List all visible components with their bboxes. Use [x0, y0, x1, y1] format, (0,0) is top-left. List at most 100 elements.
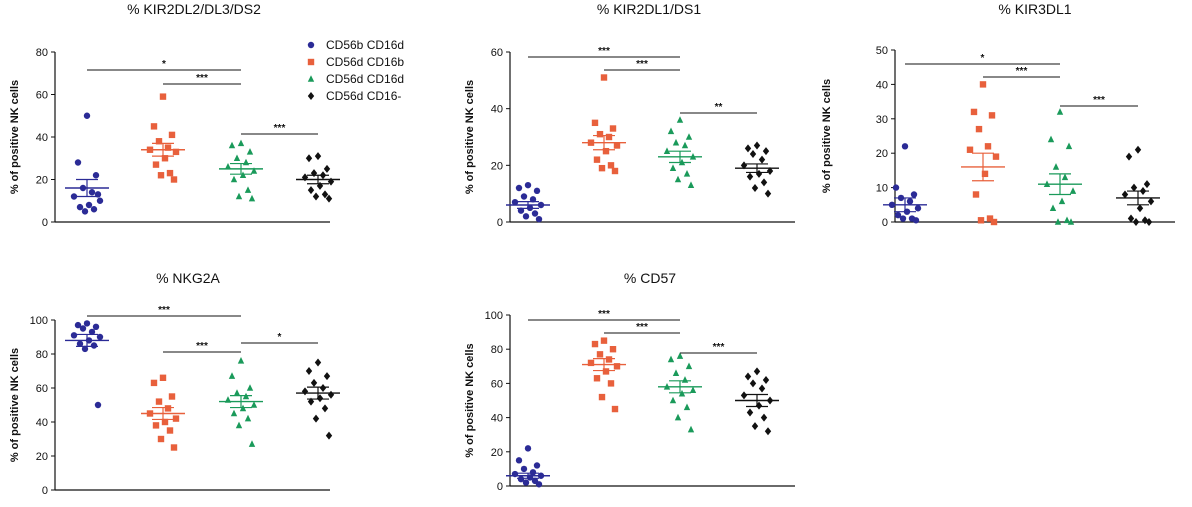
- group-cd56d-cd16d: [658, 116, 702, 188]
- y-axis-label: % of positive NK cells: [464, 80, 476, 194]
- data-point: [325, 431, 333, 440]
- data-point: [76, 203, 84, 211]
- data-point: [888, 201, 896, 208]
- data-point: [892, 184, 900, 191]
- data-point: [593, 156, 601, 163]
- data-point: [533, 462, 541, 469]
- significance-label: ***: [1016, 66, 1028, 77]
- data-point: [170, 444, 178, 451]
- data-point: [517, 207, 525, 214]
- data-point: [740, 161, 748, 170]
- data-point: [685, 133, 693, 140]
- data-point: [899, 215, 907, 222]
- data-point: [1047, 135, 1055, 143]
- data-point: [674, 413, 682, 421]
- data-point: [323, 372, 331, 381]
- data-point: [613, 363, 621, 370]
- data-point: [744, 372, 752, 381]
- data-point: [526, 474, 534, 481]
- data-point: [310, 169, 318, 178]
- data-point: [1054, 218, 1062, 225]
- data-point: [1067, 218, 1075, 225]
- legend-entry: CD56d CD16d: [326, 72, 404, 86]
- data-point: [94, 191, 102, 198]
- data-point: [301, 387, 309, 396]
- data-point: [92, 323, 100, 330]
- data-point: [166, 427, 174, 434]
- group-cd56d-cd16-: [735, 141, 779, 198]
- y-tick-label: 0: [42, 485, 48, 497]
- group-cd56b-cd16d: [65, 320, 109, 409]
- data-point: [689, 386, 697, 394]
- data-point: [172, 148, 180, 156]
- group-cd56d-cd16-: [296, 358, 340, 440]
- data-point: [602, 147, 610, 155]
- y-tick-label: 60: [491, 47, 503, 59]
- data-point: [164, 144, 172, 151]
- data-point: [667, 127, 675, 135]
- significance-label: ***: [713, 342, 725, 353]
- legend-marker: [307, 92, 315, 100]
- data-point: [758, 384, 766, 393]
- data-point: [325, 194, 333, 203]
- data-point: [537, 472, 545, 479]
- significance-label: ***: [196, 341, 208, 352]
- y-tick-label: 30: [876, 114, 888, 126]
- data-point: [152, 161, 160, 168]
- data-point: [676, 352, 684, 359]
- data-point: [605, 133, 613, 141]
- panel-title: % KIR2DL2/DL3/DS2: [127, 1, 261, 17]
- data-point: [312, 414, 320, 423]
- data-point: [681, 141, 689, 149]
- data-point: [755, 401, 763, 410]
- data-point: [244, 414, 252, 422]
- group-cd56d-cd16b: [141, 93, 185, 183]
- data-point: [598, 164, 606, 172]
- group-cd56d-cd16d: [1038, 108, 1082, 225]
- data-point: [587, 359, 595, 367]
- y-tick-label: 20: [491, 447, 503, 459]
- data-point: [161, 155, 169, 162]
- data-point: [235, 421, 243, 429]
- group-cd56d-cd16b: [961, 81, 1005, 226]
- data-point: [990, 218, 998, 226]
- data-point: [758, 155, 766, 164]
- y-tick-label: 20: [36, 175, 48, 187]
- data-point: [524, 445, 532, 452]
- data-point: [764, 427, 772, 436]
- data-point: [321, 190, 329, 199]
- data-point: [233, 154, 241, 162]
- data-point: [235, 192, 243, 200]
- y-tick-label: 40: [491, 104, 503, 116]
- data-point: [984, 143, 992, 150]
- data-point: [912, 217, 920, 224]
- data-point: [76, 340, 84, 347]
- data-point: [1127, 214, 1135, 223]
- data-point: [316, 394, 324, 403]
- y-tick-label: 60: [36, 383, 48, 395]
- significance-label: ***: [636, 322, 648, 333]
- data-point: [683, 170, 691, 177]
- y-tick-label: 100: [30, 315, 48, 327]
- y-tick-label: 60: [491, 378, 503, 390]
- data-point: [667, 355, 675, 363]
- data-point: [1058, 197, 1066, 205]
- data-point: [529, 196, 537, 203]
- data-point: [678, 158, 686, 166]
- data-point: [685, 362, 693, 370]
- data-point: [535, 481, 543, 488]
- group-cd56d-cd16-: [1116, 145, 1160, 226]
- data-point: [992, 153, 1000, 160]
- data-point: [74, 321, 82, 329]
- legend-entry: CD56d CD16b: [326, 55, 404, 69]
- data-point: [96, 333, 104, 341]
- panel-5: % CD57 % of positive NK cells 0 20 40 60 80 100…: [464, 270, 795, 493]
- data-point: [166, 169, 174, 177]
- data-point: [81, 345, 89, 353]
- legend-marker: [307, 58, 315, 66]
- group-cd56b-cd16d: [883, 143, 927, 224]
- legend-marker: [307, 75, 315, 82]
- data-point: [744, 144, 752, 153]
- data-point: [307, 186, 315, 195]
- data-point: [88, 328, 96, 336]
